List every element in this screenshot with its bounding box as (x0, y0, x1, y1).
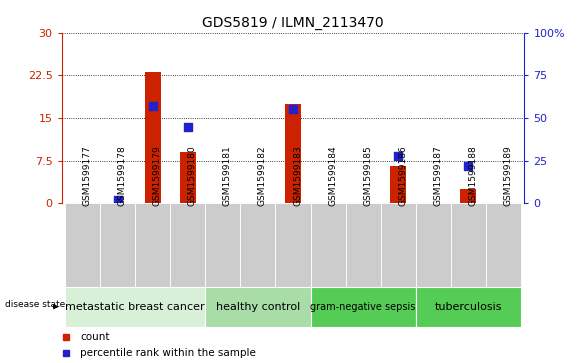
Text: GSM1599188: GSM1599188 (468, 145, 478, 206)
Bar (486, 203, 521, 287)
Bar (145, 73, 161, 203)
Bar (346, 203, 381, 287)
Bar (275, 203, 311, 287)
Text: GSM1599189: GSM1599189 (503, 145, 512, 206)
Bar (65, 287, 205, 327)
Bar (311, 287, 415, 327)
Point (464, 163, 473, 169)
Bar (100, 203, 135, 287)
Bar (180, 152, 196, 203)
Text: GSM1599180: GSM1599180 (188, 145, 197, 206)
Bar (390, 166, 406, 203)
Text: tuberculosis: tuberculosis (435, 302, 502, 312)
Title: GDS5819 / ILMN_2113470: GDS5819 / ILMN_2113470 (202, 16, 384, 30)
Bar (135, 203, 171, 287)
Text: metastatic breast cancer: metastatic breast cancer (66, 302, 205, 312)
Bar (451, 203, 486, 287)
Bar (415, 287, 521, 327)
Text: GSM1599179: GSM1599179 (153, 145, 162, 206)
Point (394, 152, 403, 158)
Bar (415, 203, 451, 287)
Bar (205, 203, 240, 287)
Point (183, 123, 192, 129)
Point (113, 197, 122, 203)
Point (288, 107, 298, 113)
Text: gram-negative sepsis: gram-negative sepsis (311, 302, 416, 312)
Bar (205, 287, 311, 327)
Text: GSM1599178: GSM1599178 (118, 145, 127, 206)
Bar (461, 189, 476, 203)
Text: GSM1599183: GSM1599183 (293, 145, 302, 206)
Text: GSM1599184: GSM1599184 (328, 145, 337, 206)
Text: GSM1599185: GSM1599185 (363, 145, 372, 206)
Bar (285, 104, 301, 203)
Text: percentile rank within the sample: percentile rank within the sample (80, 348, 256, 358)
Bar (311, 203, 346, 287)
Text: GSM1599187: GSM1599187 (433, 145, 442, 206)
Point (148, 103, 158, 109)
Text: GSM1599181: GSM1599181 (223, 145, 232, 206)
Text: disease state: disease state (5, 300, 65, 309)
Text: count: count (80, 332, 110, 342)
Bar (381, 203, 415, 287)
Text: healthy control: healthy control (216, 302, 300, 312)
Text: GSM1599186: GSM1599186 (398, 145, 407, 206)
Bar (171, 203, 205, 287)
Text: GSM1599177: GSM1599177 (83, 145, 91, 206)
Bar (65, 203, 100, 287)
Bar (240, 203, 275, 287)
Text: GSM1599182: GSM1599182 (258, 145, 267, 206)
